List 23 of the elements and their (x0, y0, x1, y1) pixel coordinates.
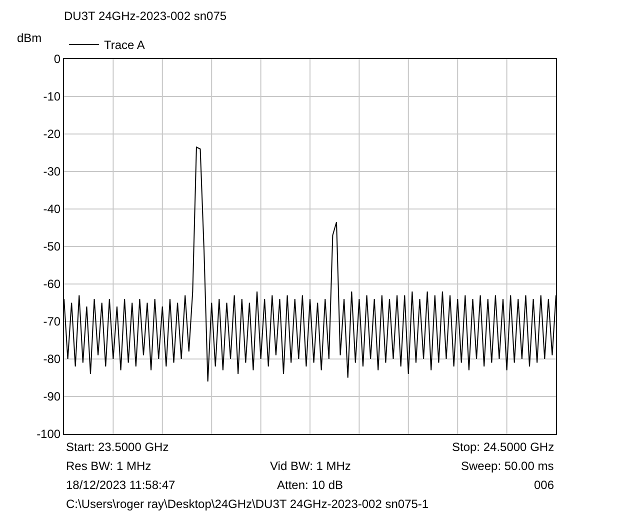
y-tick-label: -50 (43, 240, 61, 254)
y-tick-label: -40 (43, 202, 61, 216)
y-tick-label: 0 (54, 52, 61, 66)
text: C:\Users\roger ray\Desktop\24GHz\DU3T 24GHz-2023-002 sn075-1 (66, 497, 429, 511)
text: Start: 23.5000 GHz (66, 440, 169, 454)
y-tick-label: -70 (43, 314, 61, 329)
y-tick-label: -30 (43, 164, 61, 179)
y-tick-label: -10 (43, 90, 61, 104)
y-axis-title: dBm (17, 31, 42, 45)
text: Vid BW: 1 MHz (270, 459, 351, 473)
legend-label: Trace A (104, 38, 145, 52)
text: Atten: 10 dB (277, 478, 344, 492)
text: Sweep: 50.00 ms (461, 459, 554, 473)
y-tick-label: -80 (43, 352, 61, 366)
y-tick-label: -90 (43, 390, 61, 404)
y-tick-label: -100 (36, 427, 61, 442)
y-tick-label: -60 (43, 277, 61, 292)
chart-title: DU3T 24GHz-2023-002 sn075 (64, 9, 227, 24)
text: 18/12/2023 11:58:47 (66, 478, 176, 492)
text: Stop: 24.5000 GHz (452, 440, 554, 454)
text: 006 (534, 478, 554, 492)
text: Res BW: 1 MHz (66, 459, 152, 473)
y-tick-label: -20 (43, 127, 61, 142)
